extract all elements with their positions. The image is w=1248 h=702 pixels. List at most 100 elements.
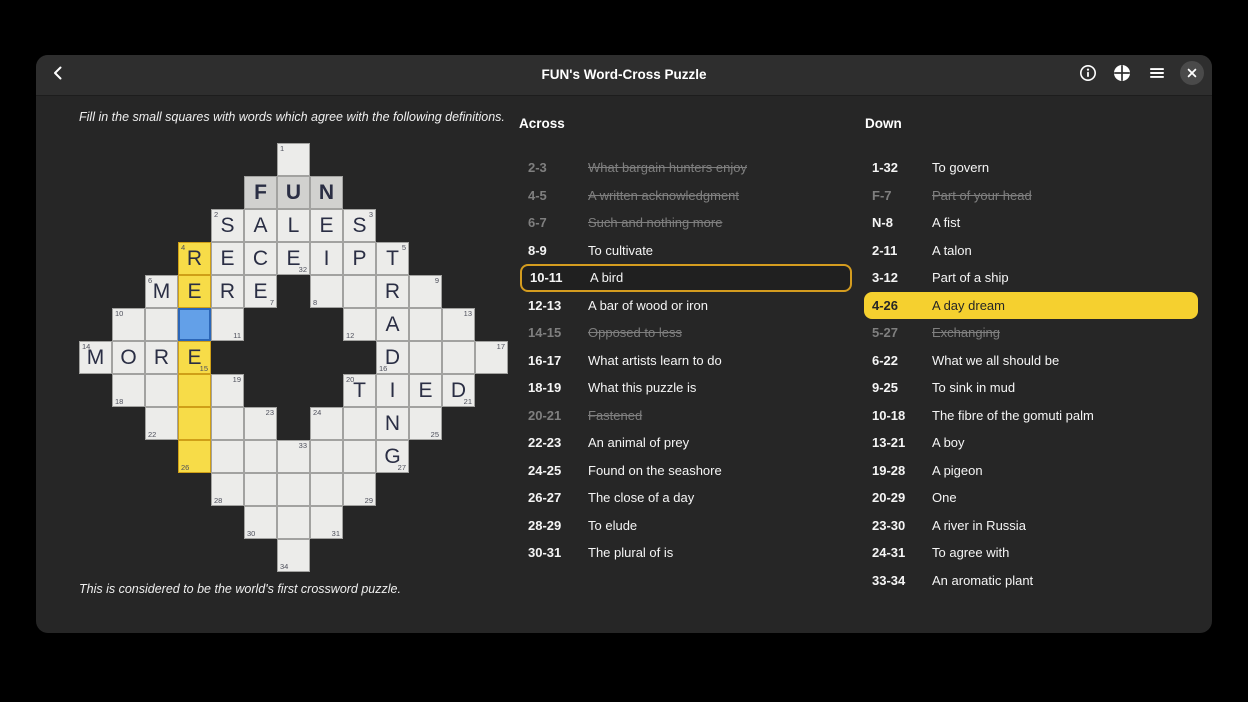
grid-cell[interactable]: P	[343, 242, 376, 275]
grid-cell[interactable]: 19	[211, 374, 244, 407]
grid-cell[interactable]: L	[277, 209, 310, 242]
down-clue-row[interactable]: 23-30 A river in Russia	[864, 512, 1198, 540]
grid-cell[interactable]: O	[112, 341, 145, 374]
down-clue-row[interactable]: 3-12 Part of a ship	[864, 264, 1198, 292]
grid-cell[interactable]	[244, 440, 277, 473]
grid-cell[interactable]	[409, 341, 442, 374]
grid-cell[interactable]: A	[244, 209, 277, 242]
across-clue-row[interactable]: 22-23 An animal of prey	[520, 429, 852, 457]
grid-cell[interactable]: 8	[310, 275, 343, 308]
across-clue-row[interactable]: 12-13 A bar of wood or iron	[520, 292, 852, 320]
grid-cell[interactable]: 9	[409, 275, 442, 308]
grid-cell[interactable]	[178, 308, 211, 341]
grid-cell[interactable]: T 20	[343, 374, 376, 407]
grid-cell[interactable]	[277, 506, 310, 539]
grid-cell[interactable]: R	[145, 341, 178, 374]
grid-cell[interactable]: 24	[310, 407, 343, 440]
back-button[interactable]	[46, 63, 70, 87]
across-clue-row[interactable]: 6-7 Such and nothing more	[520, 209, 852, 237]
puzzle-overview-button[interactable]	[1110, 63, 1134, 87]
down-clue-row[interactable]: 4-26 A day dream	[864, 291, 1198, 319]
grid-cell[interactable]: 28	[211, 473, 244, 506]
down-clue-row[interactable]: 1-32 To govern	[864, 154, 1198, 182]
grid-cell[interactable]: 18	[112, 374, 145, 407]
grid-cell[interactable]: E	[178, 275, 211, 308]
down-clue-row[interactable]: 6-22 What we all should be	[864, 347, 1198, 375]
info-button[interactable]	[1076, 63, 1100, 87]
grid-cell[interactable]	[145, 374, 178, 407]
down-clue-row[interactable]: 10-18 The fibre of the gomuti palm	[864, 402, 1198, 430]
across-clue-row[interactable]: 18-19 What this puzzle is	[520, 374, 852, 402]
across-clue-row[interactable]: 14-15 Opposed to less	[520, 319, 852, 347]
grid-cell[interactable]: I	[376, 374, 409, 407]
down-clue-row[interactable]: 20-29 One	[864, 484, 1198, 512]
across-clue-row[interactable]: 10-11 A bird	[520, 264, 852, 292]
grid-cell[interactable]	[244, 473, 277, 506]
down-clue-row[interactable]: 33-34 An aromatic plant	[864, 567, 1198, 595]
across-clue-row[interactable]: 30-31 The plural of is	[520, 539, 852, 567]
grid-cell[interactable]	[343, 407, 376, 440]
across-clue-row[interactable]: 20-21 Fastened	[520, 402, 852, 430]
grid-cell[interactable]: D 21	[442, 374, 475, 407]
grid-cell[interactable]: 33	[277, 440, 310, 473]
grid-cell[interactable]: 34	[277, 539, 310, 572]
down-clue-row[interactable]: 13-21 A boy	[864, 429, 1198, 457]
grid-cell[interactable]: I	[310, 242, 343, 275]
down-clue-row[interactable]: F-7 Part of your head	[864, 182, 1198, 210]
grid-cell[interactable]: 10	[112, 308, 145, 341]
grid-cell[interactable]	[343, 275, 376, 308]
grid-cell[interactable]: E	[310, 209, 343, 242]
grid-cell[interactable]: 30	[244, 506, 277, 539]
across-clue-row[interactable]: 2-3 What bargain hunters enjoy	[520, 154, 852, 182]
grid-cell[interactable]	[178, 407, 211, 440]
grid-cell[interactable]: F	[244, 176, 277, 209]
grid-cell[interactable]: 17	[475, 341, 508, 374]
grid-cell[interactable]	[343, 440, 376, 473]
across-clue-row[interactable]: 28-29 To elude	[520, 512, 852, 540]
grid-cell[interactable]: G 27	[376, 440, 409, 473]
grid-cell[interactable]: U	[277, 176, 310, 209]
grid-cell[interactable]: 26	[178, 440, 211, 473]
grid-cell[interactable]: 23	[244, 407, 277, 440]
grid-cell[interactable]: 31	[310, 506, 343, 539]
down-clue-row[interactable]: 24-31 To agree with	[864, 539, 1198, 567]
menu-button[interactable]	[1145, 63, 1169, 87]
grid-cell[interactable]: E	[211, 242, 244, 275]
across-clue-row[interactable]: 24-25 Found on the seashore	[520, 457, 852, 485]
grid-cell[interactable]: E 15	[178, 341, 211, 374]
grid-cell[interactable]: E 32	[277, 242, 310, 275]
grid-cell[interactable]: 25	[409, 407, 442, 440]
grid-cell[interactable]: 29	[343, 473, 376, 506]
grid-cell[interactable]	[178, 374, 211, 407]
across-clue-row[interactable]: 16-17 What artists learn to do	[520, 347, 852, 375]
grid-cell[interactable]	[211, 407, 244, 440]
grid-cell[interactable]: 12	[343, 308, 376, 341]
down-clue-row[interactable]: 19-28 A pigeon	[864, 457, 1198, 485]
grid-cell[interactable]: 1	[277, 143, 310, 176]
grid-cell[interactable]	[409, 308, 442, 341]
grid-cell[interactable]: C	[244, 242, 277, 275]
grid-cell[interactable]	[277, 473, 310, 506]
close-button[interactable]	[1180, 60, 1204, 87]
down-clue-row[interactable]: 9-25 To sink in mud	[864, 374, 1198, 402]
across-clue-row[interactable]: 8-9 To cultivate	[520, 237, 852, 265]
grid-cell[interactable]: E	[409, 374, 442, 407]
down-clue-row[interactable]: 2-11 A talon	[864, 237, 1198, 265]
grid-cell[interactable]: N	[310, 176, 343, 209]
grid-cell[interactable]	[442, 341, 475, 374]
across-clue-row[interactable]: 4-5 A written acknowledgment	[520, 182, 852, 210]
grid-cell[interactable]: R	[211, 275, 244, 308]
grid-cell[interactable]: 13	[442, 308, 475, 341]
grid-cell[interactable]: A	[376, 308, 409, 341]
grid-cell[interactable]: M 14	[79, 341, 112, 374]
down-clue-row[interactable]: N-8 A fist	[864, 209, 1198, 237]
grid-cell[interactable]: R	[376, 275, 409, 308]
grid-cell[interactable]	[310, 473, 343, 506]
grid-cell[interactable]: 22	[145, 407, 178, 440]
grid-cell[interactable]: 11	[211, 308, 244, 341]
